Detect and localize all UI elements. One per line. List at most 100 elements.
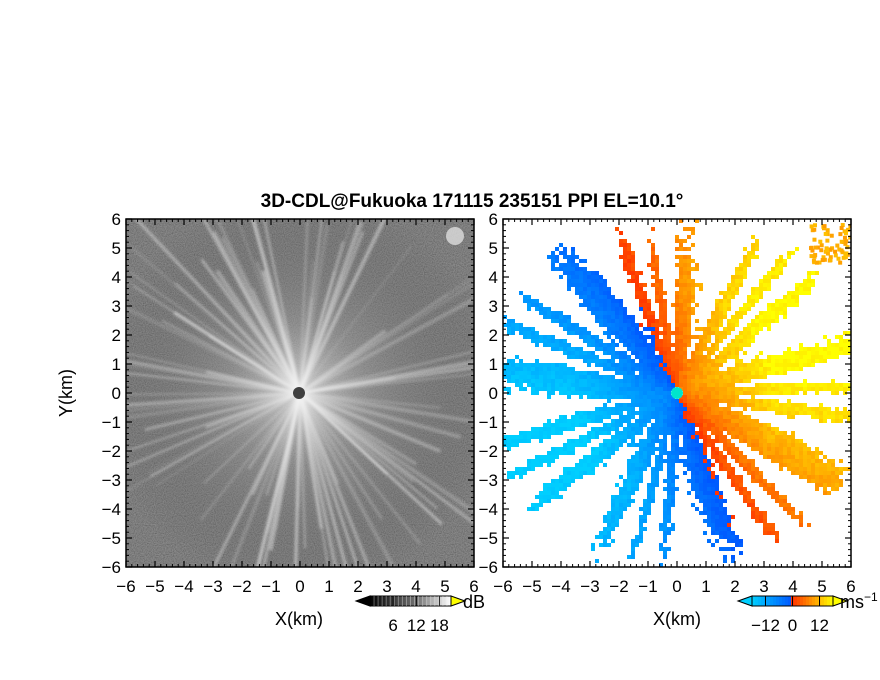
velocity-pixel bbox=[723, 427, 727, 431]
velocity-pixel bbox=[647, 443, 651, 447]
velocity-pixel bbox=[555, 339, 559, 343]
velocity-pixel bbox=[687, 267, 691, 271]
velocity-pixel bbox=[723, 395, 727, 399]
velocity-pixel bbox=[527, 459, 531, 463]
velocity-pixel bbox=[799, 383, 803, 387]
velocity-pixel bbox=[675, 399, 679, 403]
velocity-pixel bbox=[623, 395, 627, 399]
velocity-pixel bbox=[787, 251, 791, 255]
velocity-pixel bbox=[731, 343, 735, 347]
reflectivity-streak bbox=[298, 392, 396, 567]
velocity-pixel bbox=[635, 403, 639, 407]
velocity-pixel bbox=[615, 503, 619, 507]
velocity-pixel bbox=[715, 415, 719, 419]
velocity-pixel bbox=[651, 367, 655, 371]
velocity-pixel bbox=[623, 499, 627, 503]
velocity-pixel bbox=[731, 275, 735, 279]
velocity-pixel bbox=[735, 475, 739, 479]
velocity-pixel bbox=[759, 327, 763, 331]
velocity-pixel bbox=[771, 431, 775, 435]
velocity-pixel bbox=[791, 251, 795, 255]
velocity-pixel bbox=[723, 347, 727, 351]
velocity-pixel bbox=[699, 383, 703, 387]
velocity-pixel bbox=[787, 403, 791, 407]
velocity-pixel bbox=[827, 355, 831, 359]
velocity-pixel bbox=[647, 395, 651, 399]
velocity-pixel bbox=[611, 435, 615, 439]
velocity-pixel bbox=[747, 363, 751, 367]
velocity-pixel bbox=[619, 327, 623, 331]
velocity-pixel bbox=[599, 459, 603, 463]
velocity-pixel bbox=[579, 467, 583, 471]
velocity-pixel bbox=[719, 459, 723, 463]
velocity-pixel bbox=[699, 347, 703, 351]
velocity-pixel bbox=[595, 359, 599, 363]
velocity-pixel bbox=[771, 267, 775, 271]
velocity-pixel bbox=[811, 359, 815, 363]
velocity-pixel bbox=[787, 299, 791, 303]
velocity-pixel bbox=[535, 375, 539, 379]
velocity-pixel bbox=[643, 295, 647, 299]
velocity-pixel bbox=[727, 343, 731, 347]
velocity-pixel bbox=[651, 407, 655, 411]
velocity-pixel bbox=[627, 391, 631, 395]
velocity-pixel bbox=[679, 379, 683, 383]
velocity-pixel bbox=[843, 343, 847, 347]
velocity-pixel bbox=[659, 339, 663, 343]
velocity-pixel bbox=[667, 431, 671, 435]
velocity-pixel bbox=[827, 463, 831, 467]
velocity-pixel bbox=[819, 475, 823, 479]
velocity-pixel bbox=[631, 403, 635, 407]
velocity-pixel bbox=[735, 387, 739, 391]
velocity-pixel bbox=[755, 291, 759, 295]
velocity-pixel bbox=[607, 395, 611, 399]
velocity-pixel bbox=[547, 391, 551, 395]
velocity-pixel bbox=[819, 407, 823, 411]
velocity-pixel bbox=[627, 459, 631, 463]
velocity-pixel bbox=[635, 367, 639, 371]
velocity-pixel bbox=[811, 363, 815, 367]
colorbar-segment bbox=[788, 596, 792, 606]
velocity-pixel bbox=[751, 419, 755, 423]
velocity-pixel bbox=[667, 483, 671, 487]
velocity-pixel bbox=[655, 431, 659, 435]
velocity-pixel bbox=[695, 459, 699, 463]
velocity-pixel bbox=[595, 435, 599, 439]
velocity-pixel bbox=[663, 391, 667, 395]
velocity-pixel bbox=[587, 303, 591, 307]
velocity-pixel bbox=[511, 363, 515, 367]
velocity-pixel bbox=[523, 467, 527, 471]
velocity-pixel bbox=[527, 507, 531, 511]
velocity-pixel bbox=[715, 503, 719, 507]
velocity-pixel bbox=[707, 519, 711, 523]
velocity-pixel bbox=[723, 443, 727, 447]
velocity-pixel bbox=[579, 271, 583, 275]
velocity-pixel bbox=[711, 447, 715, 451]
velocity-pixel bbox=[647, 335, 651, 339]
velocity-pixel bbox=[647, 495, 651, 499]
velocity-pixel bbox=[635, 423, 639, 427]
velocity-pixel bbox=[707, 399, 711, 403]
velocity-pixel bbox=[659, 459, 663, 463]
velocity-pixel bbox=[715, 451, 719, 455]
velocity-pixel bbox=[839, 239, 844, 244]
velocity-pixel bbox=[691, 435, 695, 439]
velocity-pixel bbox=[587, 291, 591, 295]
velocity-pixel bbox=[599, 415, 603, 419]
velocity-pixel bbox=[647, 363, 651, 367]
velocity-pixel bbox=[563, 467, 567, 471]
velocity-pixel bbox=[707, 491, 711, 495]
velocity-pixel bbox=[711, 487, 715, 491]
velocity-pixel bbox=[739, 491, 743, 495]
velocity-pixel bbox=[819, 483, 823, 487]
velocity-pixel bbox=[847, 415, 851, 419]
velocity-pixel bbox=[551, 483, 555, 487]
velocity-pixel bbox=[635, 271, 639, 275]
velocity-pixel bbox=[763, 479, 767, 483]
velocity-pixel bbox=[731, 327, 735, 331]
velocity-pixel bbox=[531, 387, 535, 391]
velocity-pixel bbox=[663, 555, 667, 559]
velocity-pixel bbox=[595, 419, 599, 423]
velocity-pixel bbox=[711, 455, 715, 459]
velocity-pixel bbox=[603, 343, 607, 347]
